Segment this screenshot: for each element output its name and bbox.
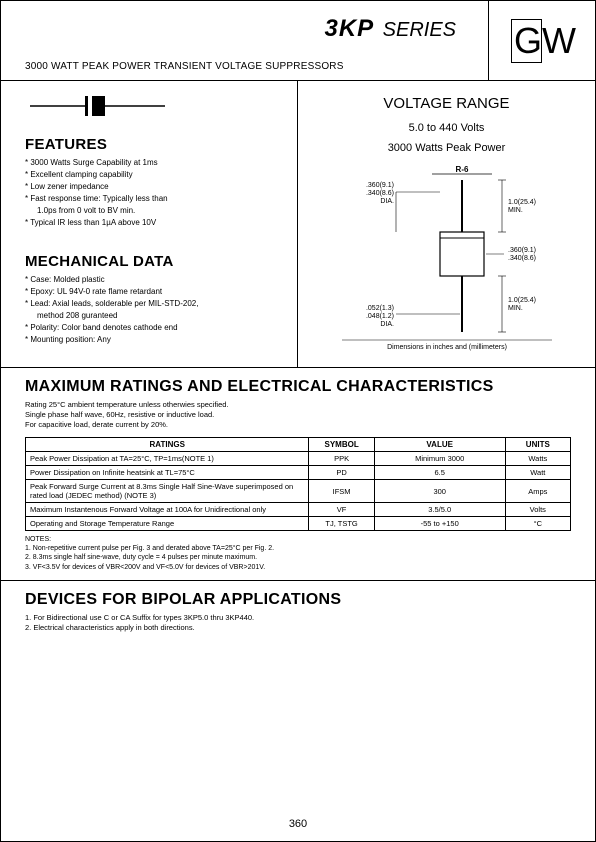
- svg-text:.340(8.6): .340(8.6): [508, 255, 536, 262]
- subtitle: 3000 WATT PEAK POWER TRANSIENT VOLTAGE S…: [25, 61, 476, 72]
- svg-text:.340(8.6): .340(8.6): [365, 190, 393, 197]
- features-title: FEATURES: [25, 136, 285, 153]
- svg-text:Dimensions in inches and (mill: Dimensions in inches and (millimeters): [387, 344, 507, 351]
- cell: -55 to +150: [374, 517, 505, 531]
- cell: 6.5: [374, 466, 505, 480]
- table-row: Operating and Storage Temperature Range …: [26, 517, 571, 531]
- feature-item: 3000 Watts Surge Capability at 1ms: [25, 157, 285, 169]
- logo: GW: [511, 19, 573, 63]
- notes-title: NOTES:: [25, 535, 571, 544]
- ratings-intro: Rating 25°C ambient temperature unless o…: [25, 400, 571, 429]
- table-row: Peak Power Dissipation at TA=25°C, TP=1m…: [26, 452, 571, 466]
- voltage-power: 3000 Watts Peak Power: [310, 142, 583, 154]
- cell: VF: [309, 503, 374, 517]
- svg-text:MIN.: MIN.: [508, 207, 523, 214]
- logo-box: GW: [489, 1, 595, 80]
- note-item: 2. 8.3ms single half sine-wave, duty cyc…: [25, 553, 571, 562]
- features-list: 3000 Watts Surge Capability at 1ms Excel…: [25, 157, 285, 229]
- notes: NOTES: 1. Non-repetitive current pulse p…: [25, 535, 571, 571]
- cell: Amps: [505, 480, 570, 503]
- table-header-row: RATINGS SYMBOL VALUE UNITS: [26, 438, 571, 452]
- mechanical-title: MECHANICAL DATA: [25, 253, 285, 270]
- svg-text:.360(9.1): .360(9.1): [508, 247, 536, 254]
- svg-text:DIA.: DIA.: [380, 321, 394, 328]
- title-sub: SERIES: [383, 19, 456, 41]
- mech-item-cont: method 208 guranteed: [25, 310, 285, 322]
- left-column: FEATURES 3000 Watts Surge Capability at …: [1, 81, 298, 367]
- cell: Minimum 3000: [374, 452, 505, 466]
- bipolar-item: 2. Electrical characteristics apply in b…: [25, 623, 571, 634]
- th-value: VALUE: [374, 438, 505, 452]
- table-row: Maximum Instantenous Forward Voltage at …: [26, 503, 571, 517]
- logo-g: G: [511, 19, 542, 63]
- ratings-tbody: Peak Power Dissipation at TA=25°C, TP=1m…: [26, 452, 571, 531]
- note-item: 1. Non-repetitive current pulse per Fig.…: [25, 544, 571, 553]
- cell: PD: [309, 466, 374, 480]
- cell: Peak Forward Surge Current at 8.3ms Sing…: [26, 480, 309, 503]
- voltage-title: VOLTAGE RANGE: [310, 95, 583, 112]
- th-symbol: SYMBOL: [309, 438, 374, 452]
- svg-text:1.0(25.4): 1.0(25.4): [508, 297, 536, 304]
- diode-symbol: [25, 91, 285, 126]
- cell: TJ, TSTG: [309, 517, 374, 531]
- cell: Power Dissipation on Infinite heatsink a…: [26, 466, 309, 480]
- svg-text:DIA.: DIA.: [380, 198, 394, 205]
- ratings-title: MAXIMUM RATINGS AND ELECTRICAL CHARACTER…: [25, 378, 571, 396]
- bipolar-list: 1. For Bidirectional use C or CA Suffix …: [25, 613, 571, 634]
- bipolar-section: DEVICES FOR BIPOLAR APPLICATIONS 1. For …: [1, 581, 595, 644]
- cell: IFSM: [309, 480, 374, 503]
- cell: Watts: [505, 452, 570, 466]
- voltage-range: 5.0 to 440 Volts: [310, 122, 583, 134]
- feature-item-cont: 1.0ps from 0 volt to BV min.: [25, 205, 285, 217]
- cell: 3.5/5.0: [374, 503, 505, 517]
- ratings-intro-line: For capacitive load, derate current by 2…: [25, 420, 571, 430]
- ratings-section: MAXIMUM RATINGS AND ELECTRICAL CHARACTER…: [1, 368, 595, 581]
- right-column: VOLTAGE RANGE 5.0 to 440 Volts 3000 Watt…: [298, 81, 595, 367]
- mech-item: Polarity: Color band denotes cathode end: [25, 322, 285, 334]
- table-row: Power Dissipation on Infinite heatsink a…: [26, 466, 571, 480]
- header-left: 3KP SERIES 3000 WATT PEAK POWER TRANSIEN…: [1, 1, 489, 80]
- cell: Operating and Storage Temperature Range: [26, 517, 309, 531]
- cell: 300: [374, 480, 505, 503]
- logo-w: W: [542, 20, 573, 61]
- mech-item: Lead: Axial leads, solderable per MIL-ST…: [25, 298, 285, 310]
- svg-text:1.0(25.4): 1.0(25.4): [508, 199, 536, 206]
- note-item: 3. VF<3.5V for devices of VBR<200V and V…: [25, 563, 571, 572]
- header: 3KP SERIES 3000 WATT PEAK POWER TRANSIEN…: [1, 1, 595, 81]
- ratings-intro-line: Single phase half wave, 60Hz, resistive …: [25, 410, 571, 420]
- cell: Volts: [505, 503, 570, 517]
- mech-item: Case: Molded plastic: [25, 274, 285, 286]
- cell: Maximum Instantenous Forward Voltage at …: [26, 503, 309, 517]
- mechanical-list: Case: Molded plastic Epoxy: UL 94V-0 rat…: [25, 274, 285, 346]
- feature-item: Typical IR less than 1µA above 10V: [25, 217, 285, 229]
- ratings-intro-line: Rating 25°C ambient temperature unless o…: [25, 400, 571, 410]
- mech-item: Epoxy: UL 94V-0 rate flame retardant: [25, 286, 285, 298]
- ratings-table: RATINGS SYMBOL VALUE UNITS Peak Power Di…: [25, 437, 571, 531]
- table-row: Peak Forward Surge Current at 8.3ms Sing…: [26, 480, 571, 503]
- svg-text:.048(1.2): .048(1.2): [365, 313, 393, 320]
- title-row: 3KP SERIES: [25, 15, 476, 43]
- svg-text:.052(1.3): .052(1.3): [365, 305, 393, 312]
- page: 3KP SERIES 3000 WATT PEAK POWER TRANSIEN…: [0, 0, 596, 842]
- feature-item: Low zener impedance: [25, 181, 285, 193]
- svg-text:.360(9.1): .360(9.1): [365, 182, 393, 189]
- svg-text:R-6: R-6: [455, 165, 468, 174]
- package-drawing: R-6 .360(9.1) .340(8.6) DIA.: [310, 162, 583, 357]
- th-units: UNITS: [505, 438, 570, 452]
- feature-item: Excellent clamping capability: [25, 169, 285, 181]
- page-number: 360: [0, 818, 596, 830]
- cell: °C: [505, 517, 570, 531]
- svg-text:MIN.: MIN.: [508, 305, 523, 312]
- content-row1: FEATURES 3000 Watts Surge Capability at …: [1, 81, 595, 368]
- mech-item: Mounting position: Any: [25, 334, 285, 346]
- cell: Peak Power Dissipation at TA=25°C, TP=1m…: [26, 452, 309, 466]
- bipolar-title: DEVICES FOR BIPOLAR APPLICATIONS: [25, 591, 571, 609]
- th-ratings: RATINGS: [26, 438, 309, 452]
- bipolar-item: 1. For Bidirectional use C or CA Suffix …: [25, 613, 571, 624]
- title-main: 3KP: [325, 15, 375, 42]
- cell: PPK: [309, 452, 374, 466]
- cell: Watt: [505, 466, 570, 480]
- feature-item: Fast response time: Typically less than: [25, 193, 285, 205]
